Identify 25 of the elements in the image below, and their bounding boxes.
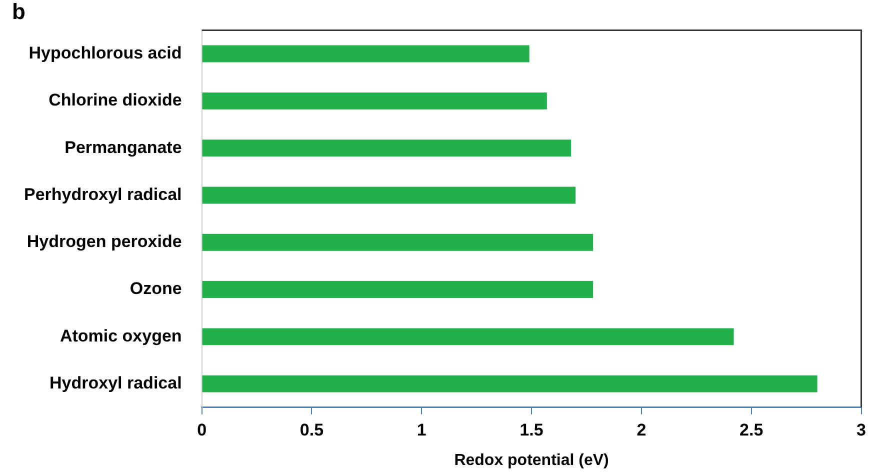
text: b [12, 0, 26, 24]
y-tick-label: Hydroxyl radical [50, 374, 182, 393]
y-tick-label: Permanganate [64, 138, 182, 157]
bar [202, 375, 818, 392]
bar [202, 281, 594, 298]
x-tick-label: 3 [856, 420, 866, 440]
x-tick-label: 2 [636, 420, 646, 440]
x-tick-label: 2.5 [740, 420, 764, 440]
bar [202, 328, 734, 346]
bar [202, 140, 572, 157]
bar [202, 45, 530, 62]
bar [202, 234, 594, 251]
x-axis-title: Redox potential (eV) [454, 452, 609, 469]
x-tick-label: 1.5 [520, 420, 544, 440]
y-tick-label: Ozone [130, 279, 182, 298]
x-tick-label: 0.5 [300, 420, 324, 440]
bar [202, 186, 576, 204]
y-tick-label: Atomic oxygen [60, 326, 182, 346]
y-tick-label: Hypochlorous acid [28, 43, 182, 62]
x-tick-label: 0 [197, 420, 207, 440]
y-tick-label: Chlorine dioxide [48, 90, 182, 110]
x-tick-label: 1 [416, 420, 426, 440]
y-tick-label: Perhydroxyl radical [24, 184, 182, 204]
y-tick-label: Hydrogen peroxide [26, 232, 182, 252]
bar [202, 92, 547, 110]
